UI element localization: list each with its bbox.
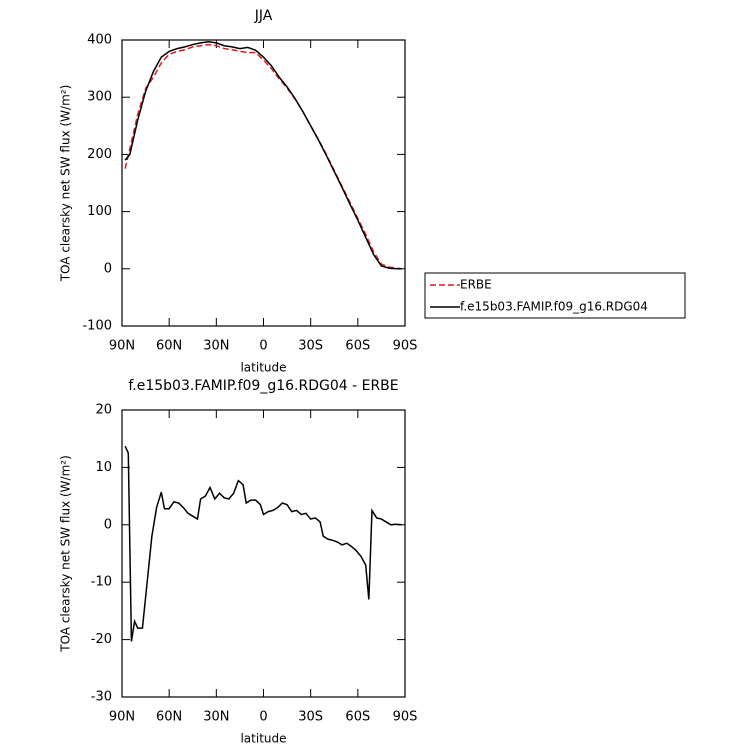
x-tick-label: 30N: [203, 710, 229, 725]
y-tick-label: -10: [91, 575, 112, 590]
x-tick-label: 30S: [298, 710, 323, 725]
y-tick-label: 0: [104, 517, 112, 532]
x-tick-label: 30N: [203, 339, 229, 354]
x-tick-label: 30S: [298, 339, 323, 354]
x-axis-label: latitude: [240, 361, 286, 375]
x-tick-label: 90S: [393, 710, 418, 725]
plot-frame: [121, 39, 406, 327]
x-tick-label: 0: [259, 339, 267, 354]
x-axis-label: latitude: [240, 732, 286, 746]
y-axis-label: TOA clearsky net SW flux (W/m²): [59, 85, 73, 283]
legend-label: ERBE: [460, 278, 492, 292]
chart-title: JJA: [254, 8, 273, 24]
x-tick-label: 90S: [393, 339, 418, 354]
data-line: [124, 43, 402, 270]
y-tick-label: -20: [91, 632, 112, 647]
y-tick-label: -100: [82, 319, 112, 334]
legend-label: f.e15b03.FAMIP.f09_g16.RDG04: [460, 300, 648, 314]
plot-frame: [121, 409, 406, 698]
data-line: [124, 445, 402, 642]
x-tick-label: 90N: [109, 710, 135, 725]
x-tick-label: 60N: [156, 339, 182, 354]
y-tick-label: 20: [95, 403, 112, 418]
x-tick-label: 60S: [345, 339, 370, 354]
legend-box: [424, 272, 686, 319]
x-tick-label: 90N: [109, 339, 135, 354]
y-tick-label: 0: [104, 261, 112, 276]
y-tick-label: 200: [87, 147, 112, 162]
y-tick-label: -30: [91, 690, 112, 705]
y-tick-label: 10: [95, 460, 112, 475]
x-tick-label: 60N: [156, 710, 182, 725]
x-tick-label: 60S: [345, 710, 370, 725]
y-axis-label: TOA clearsky net SW flux (W/m²): [59, 455, 73, 653]
data-line: [124, 40, 402, 270]
y-tick-label: 400: [87, 33, 112, 48]
y-tick-label: 100: [87, 204, 112, 219]
y-tick-label: 300: [87, 90, 112, 105]
x-tick-label: 0: [259, 710, 267, 725]
chart-title: f.e15b03.FAMIP.f09_g16.RDG04 - ERBE: [128, 378, 398, 394]
